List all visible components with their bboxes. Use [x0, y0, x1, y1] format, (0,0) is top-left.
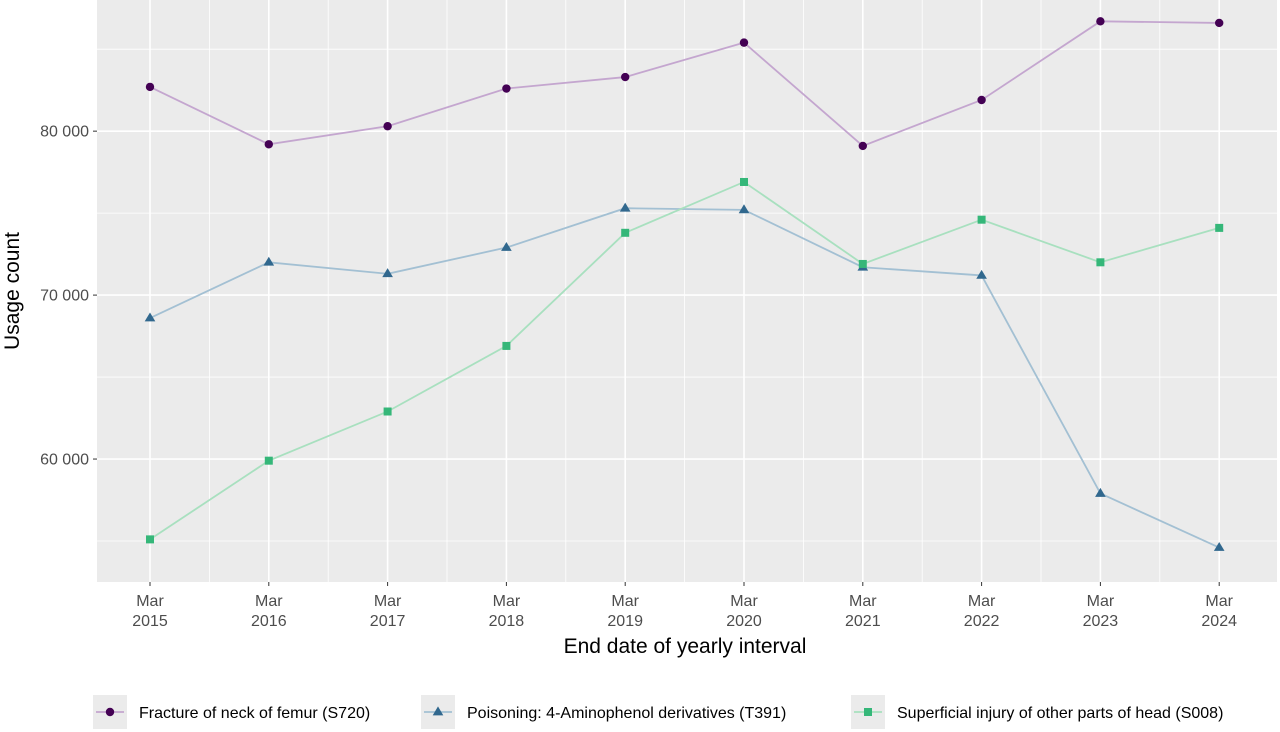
data-point-s2-7	[977, 215, 986, 224]
x-tick-label-year: 2015	[132, 613, 168, 630]
data-point-s0-7	[977, 95, 986, 105]
x-axis-ticks: Mar 2015 Mar 2016 Mar 2017 Mar 2018 Mar 2019 Mar 20…	[132, 582, 1237, 630]
data-point-s1-9	[1213, 541, 1225, 551]
y-tick-label: 80 000	[40, 124, 89, 141]
data-point-s0-6	[858, 141, 867, 151]
data-point-s2-9	[1215, 223, 1224, 232]
data-point-s0-0	[145, 82, 155, 92]
x-tick-label-month: Mar	[849, 593, 877, 610]
y-tick-label: 60 000	[40, 452, 89, 469]
series-line-2	[149, 180, 1220, 541]
y-axis-title: Usage count	[1, 232, 24, 350]
data-point-s1-0	[144, 312, 156, 322]
x-tick-label-month: Mar	[255, 593, 283, 610]
grid-minor	[97, 0, 1277, 582]
series-line-1	[149, 207, 1220, 549]
x-tick-label-year: 2024	[1201, 613, 1237, 630]
legend-label: Poisoning: 4-Aminophenol derivatives (T3…	[467, 705, 786, 722]
x-tick-label-month: Mar	[968, 593, 996, 610]
data-point-s0-2	[383, 122, 392, 131]
legend-label: Fracture of neck of femur (S720)	[139, 705, 370, 722]
data-point-s0-3	[502, 84, 511, 93]
x-tick-label-year: 2020	[726, 613, 762, 630]
data-point-s1-2	[382, 268, 393, 278]
data-point-s2-0	[146, 535, 154, 544]
x-tick-label-month: Mar	[493, 593, 521, 610]
data-point-s1-1	[263, 256, 275, 266]
data-point-s0-4	[621, 72, 630, 82]
x-tick-label-month: Mar	[136, 593, 164, 610]
x-tick-label-year: 2023	[1083, 613, 1119, 630]
series-points	[144, 17, 1225, 551]
x-tick-label-year: 2018	[489, 613, 525, 630]
data-point-s1-8	[1095, 487, 1106, 497]
series-lines	[149, 20, 1220, 549]
data-point-s1-4	[619, 202, 631, 212]
data-point-s2-8	[1096, 258, 1105, 267]
y-axis-ticks: 60 000 70 000 80 000	[40, 124, 97, 469]
x-axis-title: End date of yearly interval	[564, 635, 807, 658]
x-tick-label-year: 2016	[251, 613, 287, 630]
data-point-s2-1	[264, 456, 273, 465]
legend: Fracture of neck of femur (S720) Poisonin…	[93, 695, 1223, 729]
x-tick-label-month: Mar	[611, 593, 639, 610]
x-tick-label-year: 2021	[845, 613, 881, 630]
x-tick-label-year: 2017	[370, 613, 406, 630]
data-point-s2-3	[502, 341, 511, 350]
series-line-0	[149, 20, 1220, 147]
data-point-s1-3	[501, 241, 512, 251]
legend-key-marker	[105, 707, 115, 717]
legend-key-marker	[432, 706, 444, 716]
data-point-s0-5	[739, 38, 749, 47]
y-tick-label: 70 000	[40, 288, 89, 305]
data-point-s0-8	[1096, 17, 1105, 26]
data-point-s0-1	[264, 140, 273, 149]
data-point-s1-7	[976, 269, 987, 279]
data-point-s2-5	[740, 177, 748, 186]
legend-label: Superficial injury of other parts of hea…	[897, 705, 1223, 722]
x-tick-label-month: Mar	[374, 593, 402, 610]
x-tick-label-month: Mar	[1205, 593, 1233, 610]
data-point-s1-5	[738, 204, 750, 214]
x-tick-label-year: 2022	[964, 613, 1000, 630]
legend-key-marker	[864, 708, 872, 716]
x-tick-label-year: 2019	[607, 613, 643, 630]
x-tick-label-month: Mar	[730, 593, 758, 610]
data-point-s2-4	[621, 228, 630, 237]
data-point-s0-9	[1215, 18, 1224, 28]
x-tick-label-month: Mar	[1087, 593, 1115, 610]
data-point-s2-2	[383, 407, 392, 416]
plot-panel	[97, 0, 1277, 582]
data-point-s2-6	[858, 259, 867, 268]
